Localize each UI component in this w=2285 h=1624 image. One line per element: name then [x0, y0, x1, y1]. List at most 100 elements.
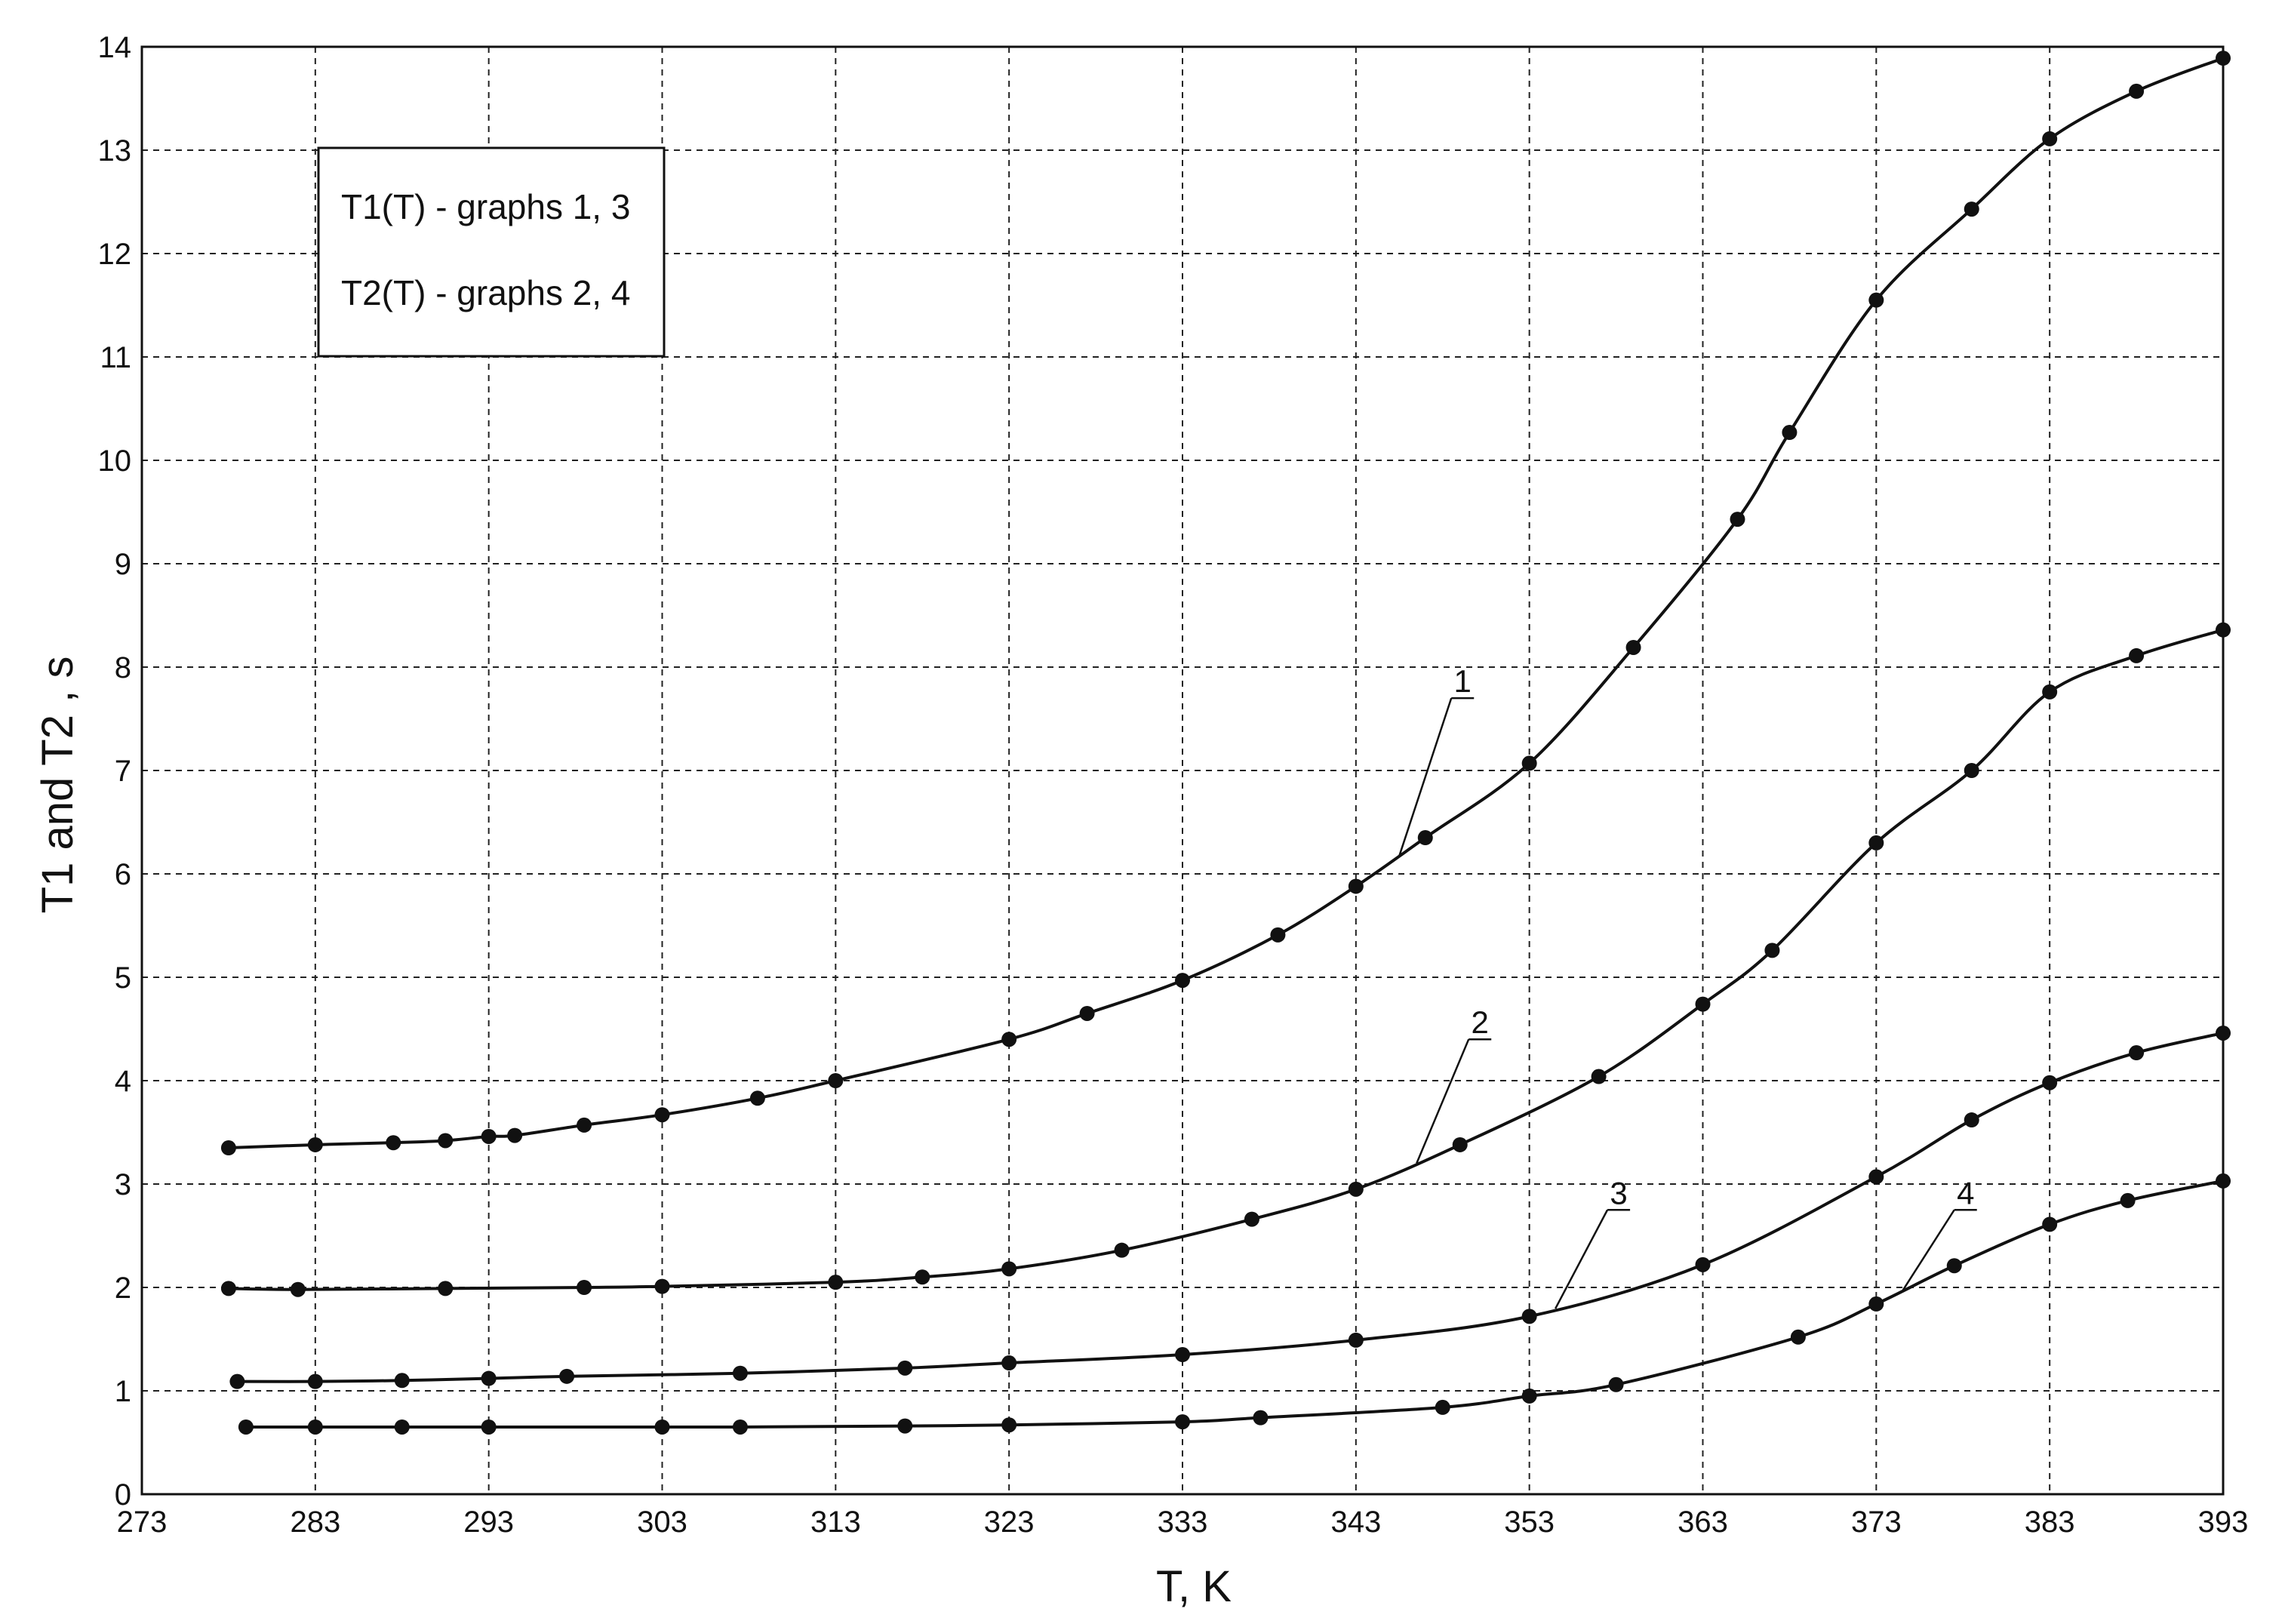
series-line-2: [228, 628, 2224, 1291]
data-point-series-1: [220, 1140, 236, 1156]
data-point-series-1: [438, 1133, 454, 1149]
data-point-series-3: [559, 1368, 575, 1384]
data-point-series-4: [1790, 1329, 1806, 1345]
data-point-series-3: [1868, 1169, 1884, 1185]
data-point-series-1: [1625, 639, 1641, 655]
y-tick-label: 9: [115, 548, 131, 581]
data-point-series-2: [2129, 647, 2145, 663]
data-point-series-4: [2042, 1216, 2058, 1232]
data-point-series-1: [1001, 1032, 1017, 1047]
y-tick-label: 12: [98, 238, 132, 271]
data-point-series-3: [307, 1373, 323, 1389]
grid-lines: [142, 47, 2223, 1494]
data-point-series-2: [1114, 1242, 1130, 1258]
x-tick-label: 303: [637, 1506, 687, 1539]
y-tick-label: 14: [98, 31, 132, 64]
data-point-series-3: [2129, 1045, 2145, 1061]
data-point-series-1: [1348, 878, 1364, 894]
data-point-series-4: [1253, 1410, 1269, 1426]
data-point-series-1: [577, 1117, 592, 1133]
data-point-series-4: [1435, 1399, 1450, 1415]
x-tick-labels: 273 283 293 303 313 323 333 343 353 363 373 383 393: [117, 1506, 2249, 1539]
legend-box: [317, 146, 666, 358]
leader-line-3: [1555, 1209, 1609, 1309]
x-tick-label: 343: [1330, 1506, 1381, 1539]
x-tick-label: 323: [984, 1506, 1035, 1539]
data-point-series-4: [307, 1419, 323, 1435]
data-point-series-3: [394, 1373, 410, 1389]
data-point-series-3: [1348, 1332, 1364, 1348]
y-tick-label: 6: [115, 858, 131, 891]
x-tick-label: 293: [463, 1506, 514, 1539]
legend-entry-t1: T1(T) - graphs 1, 3: [341, 187, 630, 226]
x-tick-label: 393: [2198, 1506, 2249, 1539]
data-point-series-4: [1868, 1296, 1884, 1312]
data-point-series-4: [481, 1419, 497, 1435]
legend: T1(T) - graphs 1, 3 T2(T) - graphs 2, 4: [317, 146, 666, 358]
y-tick-label: 2: [115, 1272, 131, 1305]
data-point-series-4: [238, 1419, 254, 1435]
data-point-series-2: [654, 1278, 670, 1294]
data-point-series-2: [2042, 684, 2058, 700]
data-point-series-1: [507, 1127, 523, 1143]
data-point-series-1: [481, 1128, 497, 1144]
data-point-series-3: [229, 1373, 245, 1389]
data-point-series-1: [1730, 512, 1745, 527]
x-tick-label: 283: [290, 1506, 340, 1539]
data-point-series-2: [1348, 1181, 1364, 1197]
data-point-series-3: [1001, 1355, 1017, 1371]
data-point-series-2: [1001, 1261, 1017, 1277]
leader-line-4: [1901, 1209, 1955, 1292]
data-point-series-4: [1946, 1258, 1962, 1274]
data-point-series-2: [577, 1280, 592, 1295]
data-point-series-2: [1868, 835, 1884, 850]
data-point-series-1: [1782, 425, 1798, 441]
curve-leaders: 1 2 3 4: [1398, 663, 1977, 1309]
data-point-series-3: [732, 1365, 748, 1381]
x-tick-label: 353: [1504, 1506, 1555, 1539]
leader-line-1: [1398, 697, 1453, 857]
data-point-series-1: [1868, 292, 1884, 308]
y-tick-label: 4: [115, 1065, 131, 1098]
data-point-series-3: [1964, 1112, 1979, 1128]
x-tick-label: 313: [810, 1506, 861, 1539]
data-point-series-1: [2129, 83, 2145, 99]
data-point-series-1: [828, 1073, 844, 1088]
data-point-series-1: [386, 1135, 401, 1151]
data-point-series-4: [1521, 1388, 1537, 1404]
data-point-series-4: [394, 1419, 410, 1435]
data-point-series-1: [1964, 201, 1979, 217]
data-point-series-4: [732, 1419, 748, 1435]
curve-label-4: 4: [1957, 1175, 1974, 1210]
data-point-series-2: [1764, 943, 1780, 958]
curve-label-1: 1: [1454, 663, 1472, 699]
data-point-series-4: [1001, 1417, 1017, 1433]
y-tick-label: 13: [98, 134, 132, 168]
data-point-series-2: [290, 1281, 306, 1297]
data-point-series-2: [828, 1275, 844, 1290]
x-tick-label: 363: [1678, 1506, 1728, 1539]
y-tick-label: 10: [98, 444, 132, 478]
data-point-series-1: [749, 1090, 765, 1106]
data-point-series-4: [1608, 1376, 1624, 1392]
data-point-series-2: [1244, 1211, 1259, 1227]
y-tick-label: 5: [115, 961, 131, 995]
y-tick-label: 8: [115, 651, 131, 684]
x-axis-title: T, K: [1156, 1562, 1232, 1611]
data-point-series-1: [1417, 830, 1433, 846]
data-point-series-3: [2042, 1075, 2058, 1090]
y-tick-label: 0: [115, 1478, 131, 1512]
data-point-series-2: [915, 1269, 930, 1285]
legend-entry-t2: T2(T) - graphs 2, 4: [341, 273, 630, 312]
data-point-series-3: [1175, 1347, 1190, 1363]
x-tick-label: 273: [117, 1506, 168, 1539]
curve-label-2: 2: [1472, 1004, 1489, 1040]
y-tick-label: 7: [115, 755, 131, 788]
data-point-series-1: [1270, 927, 1286, 943]
data-point-series-3: [897, 1360, 913, 1376]
y-tick-label: 3: [115, 1168, 131, 1201]
data-point-series-1: [1521, 755, 1537, 771]
